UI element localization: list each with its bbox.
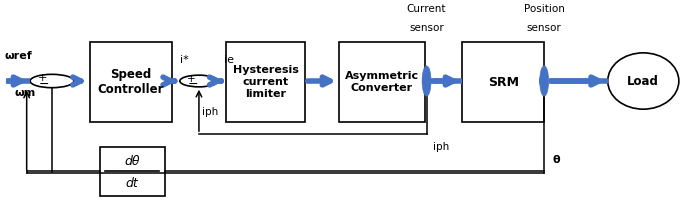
Text: −: −: [188, 78, 199, 91]
Text: +: +: [187, 74, 196, 84]
FancyBboxPatch shape: [226, 42, 305, 122]
Text: θ: θ: [552, 155, 560, 165]
Text: Speed
Controller: Speed Controller: [97, 68, 164, 96]
FancyBboxPatch shape: [100, 147, 165, 196]
Ellipse shape: [608, 53, 679, 109]
Text: SRM: SRM: [488, 76, 519, 89]
Text: ωref: ωref: [4, 51, 32, 61]
Text: ωm: ωm: [14, 88, 36, 98]
Text: Asymmetric
Converter: Asymmetric Converter: [345, 71, 419, 93]
FancyBboxPatch shape: [90, 42, 172, 122]
Text: dθ: dθ: [125, 155, 140, 168]
Ellipse shape: [422, 66, 431, 96]
Text: +: +: [38, 73, 47, 83]
Text: −: −: [39, 78, 49, 91]
FancyBboxPatch shape: [339, 42, 425, 122]
Text: Current: Current: [407, 4, 447, 14]
Circle shape: [179, 75, 218, 87]
Text: i*: i*: [179, 55, 188, 65]
Text: Position: Position: [524, 4, 564, 14]
Text: ie: ie: [223, 55, 234, 65]
Text: sensor: sensor: [527, 23, 562, 33]
Text: iph: iph: [202, 107, 219, 117]
Text: Load: Load: [627, 75, 659, 88]
Text: Hysteresis
current
limiter: Hysteresis current limiter: [233, 66, 299, 99]
Text: iph: iph: [434, 142, 449, 152]
Text: dt: dt: [126, 177, 138, 190]
Text: sensor: sensor: [409, 23, 444, 33]
FancyBboxPatch shape: [462, 42, 544, 122]
Circle shape: [30, 74, 74, 88]
Ellipse shape: [540, 66, 549, 96]
